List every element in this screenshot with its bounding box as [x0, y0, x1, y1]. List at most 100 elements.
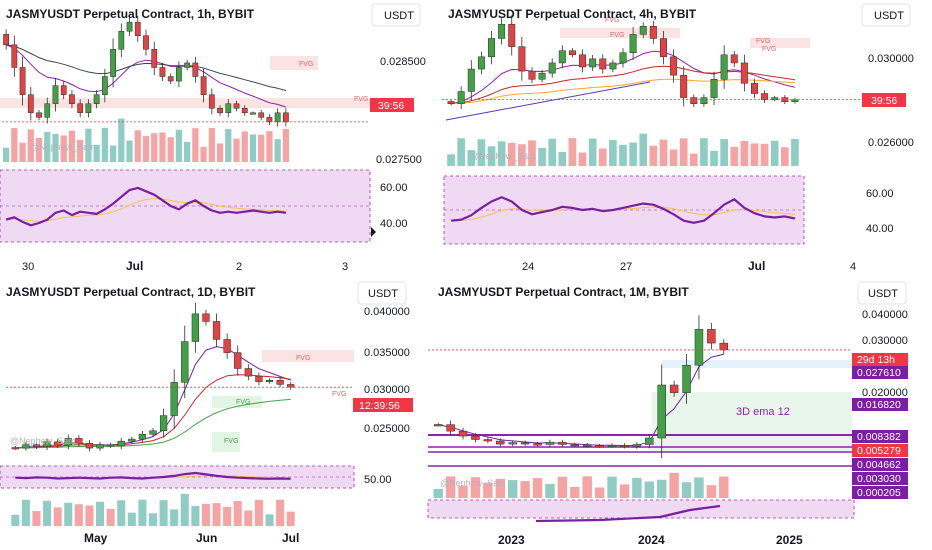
candle: [761, 93, 769, 100]
volume-bar: [96, 501, 105, 526]
volume-bar: [433, 488, 443, 498]
candle: [619, 52, 627, 64]
candle: [287, 384, 295, 388]
fvg-label: FVG: [762, 46, 776, 53]
price-plot-1h: [0, 16, 370, 227]
volume-bar: [276, 499, 285, 526]
candle: [234, 352, 242, 369]
volume-bar: [184, 141, 191, 162]
candle: [69, 94, 75, 104]
candle: [690, 97, 698, 104]
fvg-zone: [262, 350, 354, 362]
ema-label: 3D ema 12: [736, 406, 790, 418]
candle: [149, 430, 157, 435]
level-tag: [852, 444, 908, 457]
candle: [244, 368, 252, 377]
chart-title-1m: JASMYUSDT Perpetual Contract, 1M, BYBIT: [438, 285, 689, 299]
candle: [680, 74, 688, 98]
candle: [496, 440, 505, 445]
volume-bar: [458, 485, 468, 498]
candle: [682, 364, 691, 393]
volume-bar: [43, 500, 52, 526]
x-tick: Jul: [282, 531, 299, 545]
level-value: 0.005279: [857, 445, 901, 457]
volume-bar: [520, 481, 530, 498]
volume-bar: [138, 499, 147, 526]
rsi-tick: 50.00: [364, 474, 392, 486]
scroll-arrow-icon[interactable]: [371, 227, 376, 237]
currency-button[interactable]: [861, 3, 911, 27]
volume-bar: [720, 139, 728, 166]
candle: [568, 50, 576, 56]
volume-bar: [518, 144, 526, 166]
x-tick: May: [84, 531, 108, 545]
ema-line: [15, 398, 291, 449]
volume-bar: [68, 130, 76, 162]
level-tag: [852, 366, 908, 379]
watermark: @Nephew_Sam: [30, 142, 96, 152]
level-tag: [852, 472, 908, 485]
candle: [283, 112, 289, 123]
volume-bar: [719, 476, 729, 498]
candle: [208, 94, 215, 109]
volume-bar: [74, 504, 83, 526]
x-tick: 3: [342, 261, 348, 273]
candle: [22, 444, 30, 449]
candle: [143, 35, 149, 50]
x-tick: 2024: [638, 533, 665, 547]
volume-bar: [77, 139, 84, 162]
candle: [276, 380, 284, 385]
watermark: @Nephew_Sam: [470, 151, 536, 161]
candle: [44, 103, 51, 118]
countdown-label: 39:56: [871, 95, 897, 107]
candle: [11, 447, 19, 450]
candle: [202, 313, 210, 322]
volume-bar: [689, 153, 698, 166]
candle: [128, 438, 136, 442]
candle: [11, 44, 18, 68]
volume-bar: [52, 133, 59, 162]
volume-bar: [142, 136, 150, 162]
fvg-label: FVG: [756, 38, 770, 45]
currency-label: USDT: [874, 10, 904, 22]
price-plot-1d: [0, 302, 354, 526]
volume-bar: [35, 137, 43, 162]
volume-bar: [274, 139, 281, 162]
countdown-label: 12:39:56: [359, 400, 400, 412]
candle: [85, 442, 94, 449]
candle: [707, 329, 716, 344]
fvg-zone: [652, 392, 852, 452]
candle: [433, 424, 443, 427]
candle: [32, 444, 41, 447]
candle: [518, 46, 526, 72]
volume-bar: [568, 138, 577, 166]
fvg-zone: [750, 38, 810, 48]
volume-bar: [266, 131, 273, 162]
y-tick: 0.027500: [376, 154, 422, 166]
volume-bar: [447, 154, 455, 166]
volume-bar: [249, 134, 257, 162]
currency-button[interactable]: [371, 3, 421, 27]
fvg-label: FVG: [224, 438, 238, 445]
price-tag: [353, 398, 413, 412]
volume-bar: [487, 146, 496, 166]
candle: [520, 442, 530, 445]
rsi-panel-1m: [427, 499, 855, 519]
x-tick: Jun: [196, 531, 217, 545]
candle: [632, 444, 642, 447]
candle: [447, 101, 455, 104]
volume-bar: [629, 142, 637, 166]
candle: [538, 72, 546, 80]
volume-bar: [730, 146, 739, 166]
currency-button[interactable]: [857, 281, 907, 305]
volume-bar: [223, 506, 232, 526]
y-tick: 0.030000: [868, 53, 914, 65]
candle: [488, 38, 496, 58]
candle: [181, 341, 189, 383]
currency-button[interactable]: [357, 281, 407, 305]
candle: [192, 62, 199, 77]
candle: [266, 117, 273, 123]
ema-line: [451, 78, 795, 105]
volume-bar: [706, 485, 717, 498]
volume-bar: [770, 140, 779, 166]
